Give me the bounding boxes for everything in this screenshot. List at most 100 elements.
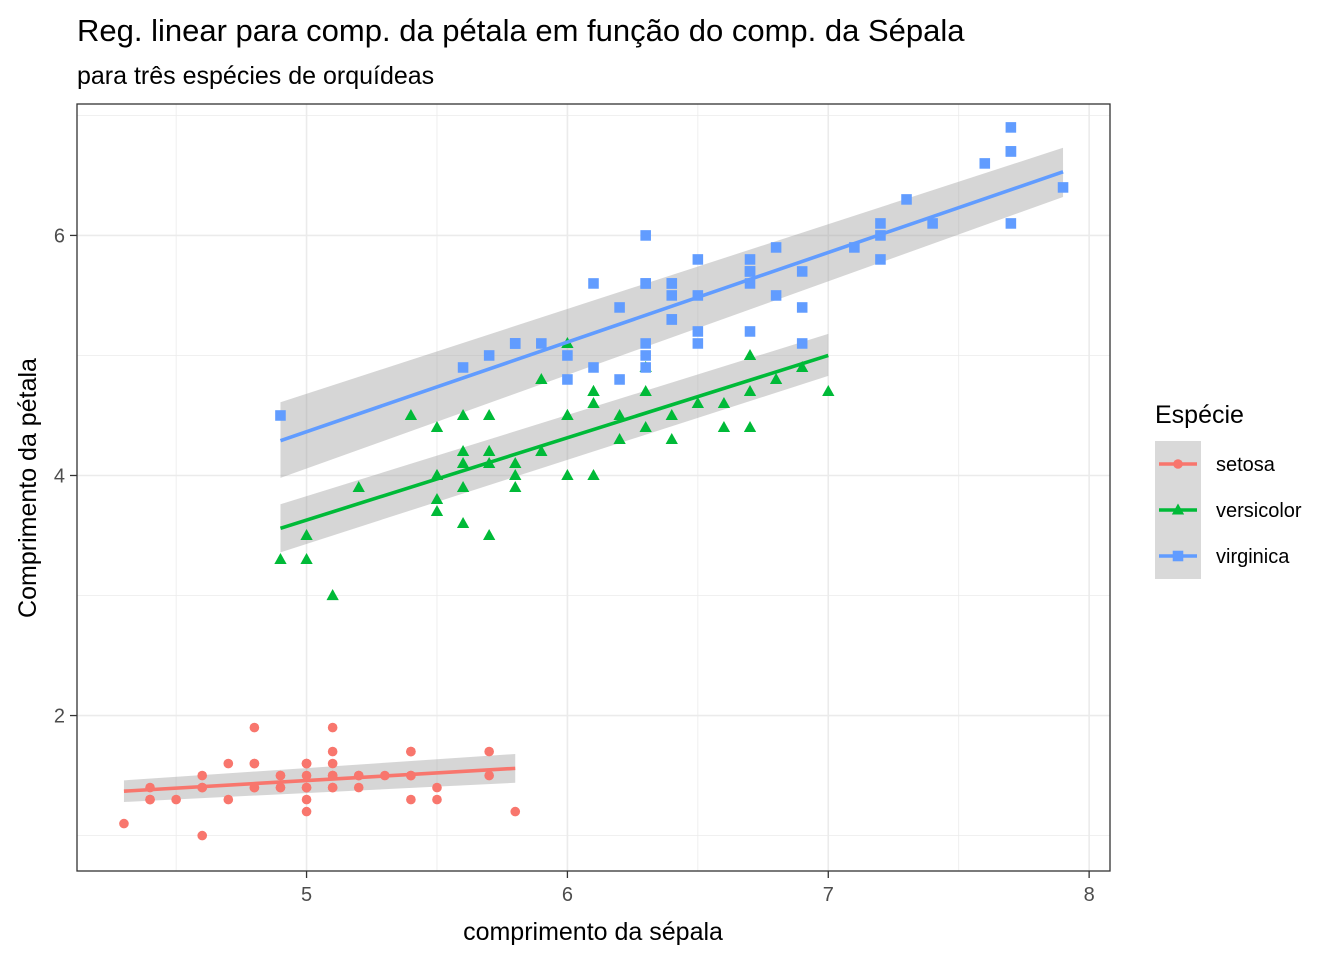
point-setosa bbox=[432, 794, 442, 805]
legend-keys: setosa versicolor virginica bbox=[1155, 441, 1302, 579]
fit-line-setosa bbox=[123, 766, 516, 793]
point-versicolor bbox=[639, 384, 652, 397]
point-virginica bbox=[614, 302, 625, 313]
point-versicolor bbox=[587, 469, 600, 481]
point-virginica bbox=[588, 362, 599, 373]
x-tick-label: 7 bbox=[823, 884, 834, 906]
point-setosa bbox=[406, 794, 416, 805]
point-versicolor bbox=[769, 372, 783, 385]
point-setosa bbox=[510, 806, 521, 817]
point-versicolor bbox=[404, 409, 418, 421]
point-versicolor bbox=[509, 469, 522, 481]
point-versicolor bbox=[822, 384, 835, 397]
point-virginica bbox=[796, 302, 808, 313]
point-setosa bbox=[275, 782, 286, 793]
point-versicolor bbox=[456, 481, 470, 493]
point-setosa bbox=[406, 746, 416, 757]
point-virginica bbox=[744, 326, 756, 337]
point-setosa bbox=[353, 782, 364, 793]
point-setosa bbox=[119, 818, 129, 829]
point-versicolor bbox=[535, 372, 548, 385]
point-virginica bbox=[562, 350, 573, 361]
point-virginica bbox=[640, 362, 651, 373]
point-versicolor bbox=[691, 396, 704, 409]
point-virginica bbox=[692, 338, 704, 349]
point-versicolor bbox=[456, 457, 470, 469]
point-setosa bbox=[249, 758, 260, 769]
point-virginica bbox=[666, 314, 678, 325]
point-versicolor bbox=[456, 445, 470, 457]
fit-line-virginica bbox=[279, 170, 1064, 443]
confidence-band-virginica bbox=[280, 147, 1064, 478]
legend: Espécie setosa versicolor virginica bbox=[1155, 401, 1302, 579]
point-versicolor bbox=[717, 421, 731, 433]
point-virginica bbox=[849, 242, 860, 253]
point-versicolor bbox=[717, 396, 731, 409]
point-versicolor bbox=[535, 445, 548, 457]
point-setosa bbox=[145, 794, 155, 805]
legend-title: Espécie bbox=[1155, 401, 1244, 429]
point-versicolor bbox=[430, 505, 444, 517]
point-versicolor bbox=[456, 517, 470, 529]
point-virginica bbox=[744, 254, 756, 265]
point-virginica bbox=[666, 278, 678, 289]
point-virginica bbox=[875, 254, 886, 265]
data-points bbox=[119, 122, 1069, 841]
point-virginica bbox=[640, 338, 651, 349]
point-virginica bbox=[614, 374, 625, 385]
point-versicolor bbox=[613, 433, 626, 445]
point-virginica bbox=[875, 218, 886, 229]
point-versicolor bbox=[587, 396, 600, 409]
point-virginica bbox=[692, 326, 704, 337]
point-virginica bbox=[588, 278, 599, 289]
point-versicolor bbox=[743, 348, 757, 361]
point-versicolor bbox=[430, 493, 444, 505]
point-setosa bbox=[301, 782, 312, 793]
point-virginica bbox=[901, 194, 912, 205]
point-versicolor bbox=[561, 409, 574, 421]
point-versicolor bbox=[639, 421, 652, 433]
y-tick-label: 2 bbox=[54, 706, 65, 728]
x-axis-title: comprimento da sépala bbox=[463, 918, 723, 946]
chart-subtitle: para três espécies de orquídeas bbox=[77, 62, 434, 90]
plot-border bbox=[76, 103, 1111, 872]
regression-lines bbox=[123, 170, 1064, 793]
y-axis: 2 4 6 bbox=[54, 225, 77, 728]
point-versicolor bbox=[743, 384, 757, 397]
legend-label-setosa: setosa bbox=[1216, 454, 1276, 476]
point-virginica bbox=[1057, 182, 1069, 193]
x-tick-label: 8 bbox=[1084, 884, 1095, 906]
point-versicolor bbox=[796, 360, 809, 373]
point-versicolor bbox=[456, 409, 470, 421]
point-setosa bbox=[301, 770, 312, 781]
chart-title: Reg. linear para comp. da pétala em funç… bbox=[77, 13, 965, 48]
point-virginica bbox=[1005, 122, 1017, 133]
point-virginica bbox=[979, 158, 991, 169]
point-versicolor bbox=[300, 529, 313, 541]
point-setosa bbox=[301, 758, 312, 769]
point-versicolor bbox=[509, 457, 522, 469]
fit-line-versicolor bbox=[279, 353, 829, 531]
point-versicolor bbox=[300, 553, 313, 565]
point-setosa bbox=[223, 758, 234, 769]
point-setosa bbox=[327, 782, 338, 793]
point-versicolor bbox=[613, 409, 626, 421]
point-versicolor bbox=[326, 589, 339, 601]
point-setosa bbox=[223, 794, 234, 805]
point-setosa bbox=[327, 746, 338, 757]
point-versicolor bbox=[352, 481, 365, 493]
point-versicolor bbox=[483, 409, 496, 421]
point-virginica bbox=[562, 374, 573, 385]
point-versicolor bbox=[483, 445, 496, 457]
legend-label-versicolor: versicolor bbox=[1216, 500, 1302, 522]
point-setosa bbox=[327, 722, 338, 733]
point-virginica bbox=[770, 290, 782, 301]
point-setosa bbox=[301, 806, 312, 817]
grid-minor bbox=[77, 104, 1110, 871]
point-versicolor bbox=[665, 433, 678, 445]
y-tick-label: 4 bbox=[54, 465, 65, 487]
y-axis-title: Comprimento da pétala bbox=[14, 358, 42, 618]
point-virginica bbox=[640, 278, 651, 289]
point-setosa bbox=[171, 794, 181, 805]
